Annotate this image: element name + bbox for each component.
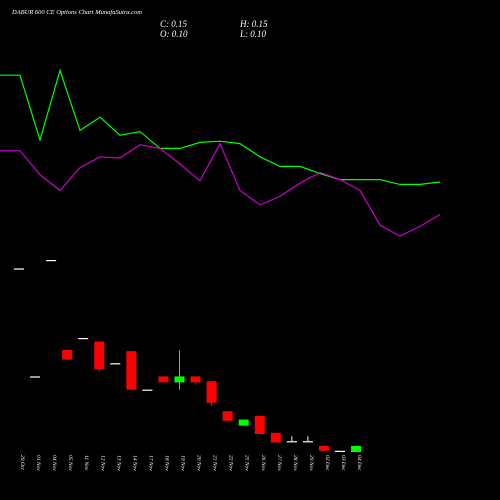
x-tick-label: 28 Nov <box>292 455 298 471</box>
candle-body <box>14 268 24 270</box>
x-tick-label: 03 Dec <box>340 455 346 471</box>
ohlc-label: H: 0.15 <box>239 19 268 29</box>
candle-body <box>254 416 265 434</box>
candle-body <box>318 446 329 451</box>
x-tick-label: 17 Nov <box>147 455 153 471</box>
candle-body <box>238 419 249 426</box>
x-tick-label: 04 Dec <box>356 455 363 471</box>
x-tick-label: 19 Nov <box>180 455 186 471</box>
candle-body <box>335 450 345 452</box>
candle-body <box>158 376 169 383</box>
x-tick-label: 18 Nov <box>163 455 169 471</box>
x-tick-label: 13 Nov <box>115 455 121 471</box>
candle-body <box>46 260 57 262</box>
x-tick-label: 22 Nov <box>228 455 234 471</box>
x-tick-label: 26 Nov <box>260 455 266 471</box>
x-tick-label: 12 Nov <box>99 455 105 471</box>
ohlc-label: L: 0.10 <box>239 29 267 39</box>
x-tick-label: 29 Oct <box>19 455 25 470</box>
candle-body <box>270 432 281 443</box>
ohlc-label: O: 0.10 <box>160 29 188 39</box>
x-tick-label: 01 Nov <box>35 455 41 471</box>
candle-body <box>30 376 41 378</box>
x-tick-label: 04 Nov <box>51 455 58 471</box>
candle-body <box>286 441 297 443</box>
x-tick-label: 29 Nov <box>308 455 314 471</box>
x-tick-label: 27 Nov <box>276 455 282 471</box>
ohlc-label: C: 0.15 <box>160 19 188 29</box>
candle-body <box>78 338 89 340</box>
x-tick-label: 21 Nov <box>212 455 218 471</box>
candle-body <box>94 341 105 370</box>
candle-body <box>206 381 217 403</box>
candle-body <box>174 376 185 383</box>
candle-body <box>142 389 153 391</box>
x-tick-label: 05 Nov <box>67 455 73 471</box>
line <box>0 142 441 237</box>
candle-body <box>126 351 137 390</box>
x-tick-label: 02 Dec <box>324 455 330 471</box>
line <box>0 68 441 185</box>
candle-body <box>190 376 201 383</box>
x-tick-label: 14 Nov <box>131 455 138 471</box>
candle-body <box>351 446 362 452</box>
chart-title: DABUR 600 CE Options Chart MunafaSutra.c… <box>11 9 142 16</box>
x-tick-label: 25 Nov <box>244 455 250 471</box>
x-tick-label: 11 Nov <box>83 455 89 471</box>
candle-body <box>62 350 73 360</box>
x-tick-label: 20 Nov <box>196 455 202 471</box>
candle-body <box>302 441 313 443</box>
candle-body <box>110 363 121 365</box>
candle-body <box>222 411 233 421</box>
